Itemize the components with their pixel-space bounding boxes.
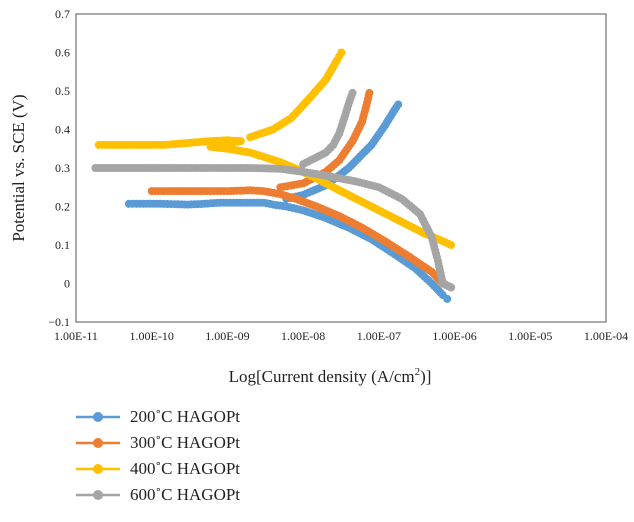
y-tick-labels: −0.1 0 0.1 0.2 0.3 0.4 0.5 0.6 0.7: [48, 7, 70, 329]
x-axis-title-end: )]: [420, 367, 431, 386]
legend-label: 600˚C HAGOPt: [130, 485, 241, 504]
series-0: [124, 100, 452, 303]
x-tick-label: 1.00E-09: [205, 329, 249, 343]
data-point: [337, 48, 346, 57]
data-point: [394, 100, 403, 109]
legend-swatch: [76, 490, 120, 500]
legend-item: 400˚C HAGOPt: [76, 456, 240, 482]
legend-marker: [93, 490, 103, 500]
legend-item: 300˚C HAGOPt: [76, 430, 240, 456]
data-point: [443, 294, 452, 303]
x-tick-label: 1.00E-04: [584, 329, 628, 343]
y-tick-label: 0: [64, 277, 70, 291]
legend-swatch: [76, 412, 120, 422]
legend-swatch: [76, 438, 120, 448]
legend-swatch: [76, 464, 120, 474]
legend-label: 300˚C HAGOPt: [130, 433, 241, 452]
x-tick-label: 1.00E-07: [357, 329, 401, 343]
legend-item: 200˚C HAGOPt: [76, 404, 240, 430]
y-tick-label: 0.6: [55, 46, 70, 60]
series-3: [91, 88, 456, 292]
y-tick-label: 0.1: [55, 238, 70, 252]
data-point: [447, 241, 456, 249]
y-axis-title: Potential vs. SCE (V): [9, 94, 28, 241]
x-axis-title-main: Log[Current density (A/cm: [229, 367, 415, 386]
legend-item: 600˚C HAGOPt: [76, 482, 240, 508]
x-tick-labels: 1.00E-11 1.00E-10 1.00E-09 1.00E-08 1.00E-07…: [54, 329, 628, 343]
polarization-chart: −0.100.10.20.30.40.50.60.7 1.00E-11 1.00E…: [9, 7, 628, 386]
plot-area: [75, 13, 607, 323]
y-tick-label: 0.2: [55, 200, 70, 214]
x-tick-label: 1.00E-11: [54, 329, 98, 343]
x-axis-title-sup: 2: [415, 366, 421, 378]
x-tick-label: 1.00E-10: [130, 329, 174, 343]
series-2: [94, 48, 456, 249]
x-tick-label: 1.00E-06: [432, 329, 476, 343]
data-point: [447, 283, 456, 292]
data-point: [348, 88, 357, 97]
series-layer: [91, 48, 456, 303]
y-tick-label: 0.5: [55, 84, 70, 98]
legend-marker: [93, 438, 103, 448]
legend-marker: [93, 464, 103, 474]
legend: 200˚C HAGOPt 300˚C HAGOPt 400˚C HAGOPt 600˚…: [76, 404, 240, 508]
y-tick-label: −0.1: [48, 315, 70, 329]
legend-label: 200˚C HAGOPt: [130, 407, 241, 426]
data-point: [365, 88, 374, 97]
x-tick-label: 1.00E-08: [281, 329, 325, 343]
legend-label: 400˚C HAGOPt: [130, 459, 241, 478]
series-1: [147, 88, 456, 292]
x-tick-label: 1.00E-05: [508, 329, 552, 343]
y-tick-label: 0.4: [55, 123, 70, 137]
y-tick-label: 0.7: [55, 7, 70, 21]
legend-marker: [93, 412, 103, 422]
y-tick-label: 0.3: [55, 161, 70, 175]
x-axis-title: Log[Current density (A/cm2)]: [229, 366, 432, 386]
